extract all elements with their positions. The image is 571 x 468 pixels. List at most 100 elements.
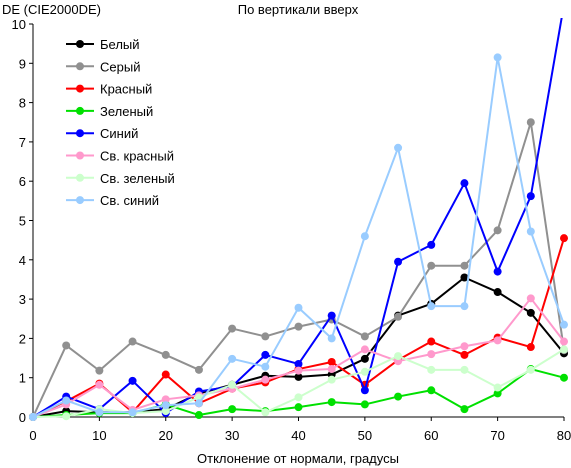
data-point xyxy=(493,336,502,345)
legend-swatch-marker xyxy=(76,62,84,71)
data-point xyxy=(460,405,469,414)
data-point xyxy=(62,412,71,421)
data-point xyxy=(228,324,237,333)
data-point xyxy=(327,357,336,366)
data-point xyxy=(526,308,535,317)
data-point xyxy=(261,408,270,417)
data-point xyxy=(394,143,403,152)
x-tick-label: 10 xyxy=(92,428,106,443)
legend-item: Белый xyxy=(66,37,140,52)
legend-label: Серый xyxy=(100,59,140,74)
data-point xyxy=(394,257,403,266)
data-point xyxy=(95,380,104,389)
data-point xyxy=(29,413,37,421)
data-point xyxy=(128,408,137,417)
y-tick-label: 10 xyxy=(12,17,26,32)
data-point xyxy=(327,365,336,374)
data-point xyxy=(394,392,403,401)
data-point xyxy=(294,393,303,402)
legend-label: Зеленый xyxy=(100,104,153,119)
data-point xyxy=(228,405,237,414)
data-point xyxy=(194,365,203,374)
series-8 xyxy=(29,53,568,421)
legend-label: Синий xyxy=(100,126,138,141)
data-point xyxy=(427,261,436,270)
data-point xyxy=(560,345,568,354)
data-point xyxy=(394,312,403,321)
data-point xyxy=(493,267,502,276)
x-axis-label: Отклонение от нормали, градусы xyxy=(197,451,399,466)
x-tick-label: 20 xyxy=(159,428,173,443)
data-point xyxy=(460,350,469,359)
data-point xyxy=(161,350,170,359)
data-point xyxy=(526,365,535,374)
data-point xyxy=(95,408,104,417)
x-tick-label: 40 xyxy=(291,428,305,443)
data-point xyxy=(327,311,336,320)
data-point xyxy=(194,399,203,408)
data-point xyxy=(526,294,535,303)
legend-label: Св. зеленый xyxy=(100,171,175,186)
data-point xyxy=(427,365,436,374)
data-point xyxy=(427,350,436,359)
x-tick-label: 70 xyxy=(490,428,504,443)
data-point xyxy=(161,407,170,416)
data-point xyxy=(62,396,71,405)
data-point xyxy=(294,403,303,412)
y-tick-label: 2 xyxy=(19,331,26,346)
data-point xyxy=(294,303,303,312)
x-tick-label: 50 xyxy=(358,428,372,443)
data-point xyxy=(360,400,369,409)
data-point xyxy=(460,342,469,351)
legend-swatch-marker xyxy=(76,40,84,48)
data-point xyxy=(394,352,403,361)
data-point xyxy=(493,383,502,392)
data-point xyxy=(360,332,369,341)
data-point xyxy=(261,375,270,384)
data-point xyxy=(327,398,336,407)
legend-item: Зеленый xyxy=(66,104,153,119)
data-point xyxy=(560,373,568,382)
y-tick-label: 8 xyxy=(19,96,26,111)
y-tick-label: 3 xyxy=(19,292,26,307)
data-point xyxy=(360,367,369,376)
legend-item: Св. зеленый xyxy=(66,171,175,186)
data-point xyxy=(327,375,336,384)
data-point xyxy=(261,362,270,371)
data-point xyxy=(460,273,469,282)
data-point xyxy=(427,240,436,249)
legend-swatch-marker xyxy=(76,106,84,115)
legend-swatch-marker xyxy=(76,196,84,205)
data-point xyxy=(228,380,237,389)
data-point xyxy=(360,386,369,395)
data-point xyxy=(228,354,237,363)
legend: Белый Серый Красный Зеленый Синий Св. красный… xyxy=(66,37,175,208)
legend-item: Серый xyxy=(66,59,140,74)
data-point xyxy=(526,227,535,236)
data-point xyxy=(460,261,469,270)
data-point xyxy=(62,341,71,350)
data-point xyxy=(460,302,469,311)
data-point xyxy=(128,337,137,346)
data-point xyxy=(493,288,502,297)
data-point xyxy=(427,386,436,395)
data-point xyxy=(493,389,502,398)
data-point xyxy=(294,359,303,368)
legend-swatch-marker xyxy=(76,151,84,160)
data-point xyxy=(526,343,535,352)
data-point xyxy=(427,302,436,311)
axes: 0 1 2 3 4 5 6 7 8 9 10 0 10 20 30 40 50 60 70 80 xyxy=(12,17,571,443)
legend-swatch-marker xyxy=(76,84,84,93)
x-tick-label: 80 xyxy=(557,428,571,443)
y-tick-label: 7 xyxy=(19,135,26,150)
legend-label: Белый xyxy=(100,37,140,52)
series-layer xyxy=(29,18,568,421)
data-point xyxy=(294,322,303,331)
data-point xyxy=(161,370,170,379)
data-point xyxy=(560,320,568,329)
legend-label: Красный xyxy=(100,82,152,97)
data-point xyxy=(560,234,568,243)
x-tick-label: 30 xyxy=(225,428,239,443)
x-tick-label: 60 xyxy=(424,428,438,443)
